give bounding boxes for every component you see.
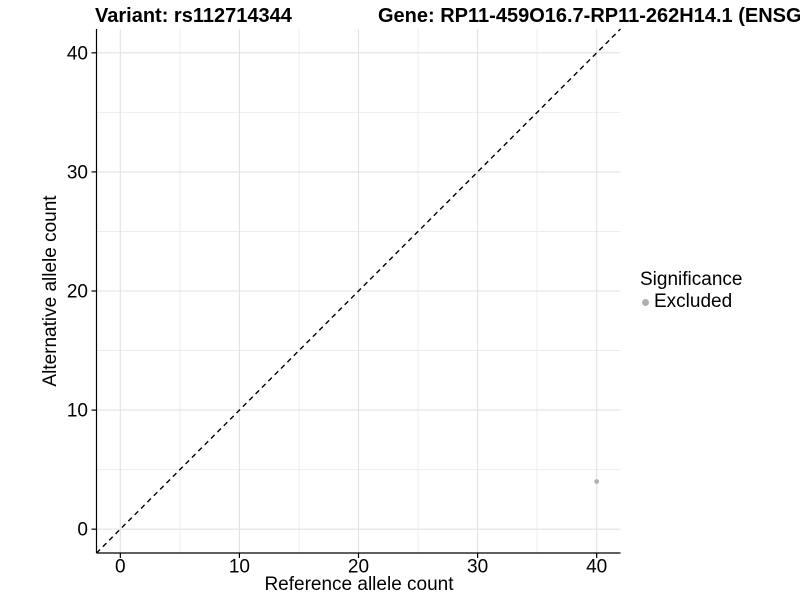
legend-entry-label: Excluded: [654, 291, 733, 312]
x-tick-label: 20: [348, 557, 369, 578]
y-tick-label: 40: [67, 43, 88, 64]
y-tick-label: 10: [67, 401, 88, 422]
gene-title: Gene: RP11-459O16.7-RP11-262H14.1 (ENSG: [378, 5, 800, 27]
x-tick-label: 30: [467, 557, 488, 578]
y-axis-title: Alternative allele count: [40, 195, 61, 387]
y-tick-label: 20: [67, 282, 88, 303]
x-tick-label: 0: [115, 557, 126, 578]
legend-title: Significance: [640, 269, 743, 290]
x-axis-title: Reference allele count: [264, 574, 454, 595]
excluded-marker-icon: [642, 298, 649, 306]
x-tick-label: 40: [586, 557, 607, 578]
variant-title: Variant: rs112714344: [95, 5, 292, 27]
y-tick-label: 30: [67, 162, 88, 183]
identity-line: [96, 28, 621, 554]
y-tick-label: 0: [77, 520, 88, 541]
x-tick-label: 10: [229, 557, 250, 578]
legend: Significance Excluded: [640, 268, 742, 313]
data-point: [594, 479, 600, 484]
legend-entry-excluded: Excluded: [640, 291, 742, 313]
